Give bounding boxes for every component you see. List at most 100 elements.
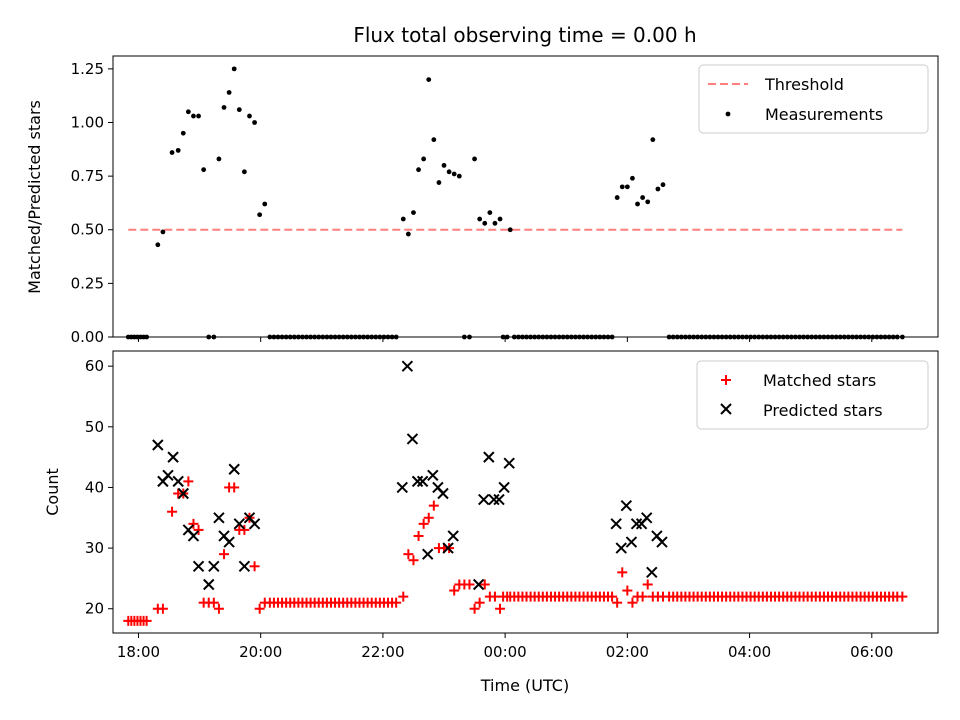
measurement-point-8	[160, 229, 166, 235]
predicted-star-point-37	[610, 518, 622, 530]
measurement-point-76	[482, 220, 488, 226]
predicted-star-point-30	[472, 578, 485, 591]
predicted-star-point-5	[177, 487, 189, 500]
bottom-legend-box	[696, 360, 929, 430]
predicted-star-point-24	[422, 548, 434, 560]
predicted-star-point-32	[483, 451, 495, 463]
matched-star-point-73	[464, 579, 475, 590]
measurement-point-64	[421, 156, 427, 162]
predicted-star-point-41	[630, 518, 643, 530]
bottom-plot-panel: 20 30 40 50 60 18:00 20:00 22:00 00:00 02:00 04:0…	[43, 350, 939, 695]
matched-star-point-61	[403, 549, 414, 560]
x-tick-label-3: 00:00	[484, 643, 527, 661]
bottom-y-tick-label-4: 60	[85, 357, 104, 375]
measurement-point-69	[446, 169, 452, 175]
measurement-point-19	[221, 105, 227, 110]
bottom-axes-frame	[112, 350, 939, 634]
measurement-point-12	[185, 109, 191, 115]
predicted-star-point-4	[172, 475, 184, 488]
measurement-point-113	[640, 195, 646, 200]
measurement-point-66	[431, 137, 437, 143]
legend-measurements-swatch	[725, 111, 731, 117]
measurement-point-61	[405, 231, 411, 237]
matched-star-point-114	[642, 579, 653, 590]
bottom-y-tick-label-3: 50	[85, 418, 104, 436]
top-legend: Threshold Measurements	[698, 64, 929, 134]
matched-star-point-25	[249, 561, 260, 572]
predicted-star-point-14	[228, 463, 240, 475]
top-y-tick-label-3: 0.75	[71, 167, 104, 185]
legend-predicted-label: Predicted stars	[763, 401, 883, 420]
measurement-point-68	[441, 162, 447, 168]
predicted-star-point-21	[406, 433, 419, 445]
predicted-star-point-7	[187, 530, 200, 542]
measurement-point-70	[451, 171, 457, 177]
measurement-point-23	[241, 169, 247, 175]
predicted-star-point-38	[615, 542, 627, 554]
matched-star-point-14	[193, 524, 204, 535]
measurement-point-110	[624, 184, 630, 190]
measurement-point-25	[252, 120, 257, 125]
measurement-point-75	[477, 216, 483, 222]
legend-matched-swatch	[721, 375, 731, 385]
predicted-star-point-15	[233, 518, 246, 530]
measurement-point-27	[262, 201, 268, 207]
predicted-star-point-34	[493, 493, 505, 506]
predicted-star-point-11	[213, 512, 225, 524]
matched-star-point-60	[398, 591, 409, 602]
x-tick-label-6: 06:00	[850, 643, 893, 661]
predicted-star-point-9	[203, 578, 215, 591]
bottom-y-tick-label-1: 30	[85, 539, 104, 557]
bottom-y-tick-label-0: 20	[85, 600, 104, 618]
x-tick-label-4: 02:00	[606, 643, 649, 661]
predicted-star-point-27	[437, 487, 449, 500]
measurement-point-22	[236, 107, 242, 113]
matched-star-point-26	[254, 603, 265, 614]
matched-star-point-9	[167, 506, 178, 517]
matched-star-point-70	[449, 585, 460, 596]
matched-star-point-109	[617, 567, 628, 578]
x-tick-label-5: 04:00	[728, 643, 771, 661]
matched-star-point-23	[239, 524, 250, 535]
measurement-point-67	[436, 180, 442, 185]
matched-star-point-18	[213, 603, 224, 614]
measurement-point-11	[180, 130, 186, 136]
legend-predicted-swatch	[720, 403, 732, 415]
bottom-y-tick-label-2: 40	[85, 478, 104, 496]
top-plot-panel: 0.00 0.25 0.50 0.75 1.00 1.25 Matched/Predict…	[25, 55, 939, 346]
bottom-x-ticks: 18:00 20:00 22:00 00:00 02:00 04:00 06:00	[117, 633, 893, 661]
matched-star-point-17	[208, 597, 219, 608]
measurement-point-13	[191, 113, 196, 119]
predicted-star-point-8	[192, 560, 205, 572]
matched-star-point-111	[627, 597, 638, 608]
x-tick-label-2: 22:00	[361, 643, 404, 661]
predicted-star-point-19	[396, 481, 408, 494]
count-points	[123, 360, 908, 626]
measurement-point-79	[497, 216, 503, 222]
measurement-point-26	[257, 212, 263, 218]
predicted-star-point-18	[248, 518, 261, 530]
bottom-y-ticks: 20 30 40 50 60	[85, 357, 113, 618]
legend-measurements-label: Measurements	[765, 105, 883, 124]
top-axes-frame	[112, 55, 939, 338]
predicted-star-point-40	[625, 536, 638, 548]
matched-star-point-76	[479, 579, 490, 590]
predicted-star-point-39	[620, 499, 633, 512]
measurement-point-60	[400, 216, 406, 222]
predicted-star-point-16	[238, 560, 251, 572]
measurement-point-62	[411, 210, 416, 215]
predicted-star-point-29	[447, 530, 459, 542]
chart-title: Flux total observing time = 0.00 h	[353, 23, 696, 47]
measurement-point-108	[614, 195, 620, 200]
measurement-point-74	[472, 156, 477, 162]
top-legend-box	[698, 64, 929, 134]
x-tick-label-1: 20:00	[239, 643, 282, 661]
predicted-star-point-35	[498, 481, 510, 494]
predicted-star-point-43	[640, 512, 653, 524]
measurement-point-115	[650, 137, 656, 143]
x-axis-label: Time (UTC)	[480, 676, 569, 695]
measurement-point-15	[201, 167, 207, 173]
predicted-star-point-23	[416, 475, 429, 488]
predicted-star-point-13	[223, 536, 235, 548]
